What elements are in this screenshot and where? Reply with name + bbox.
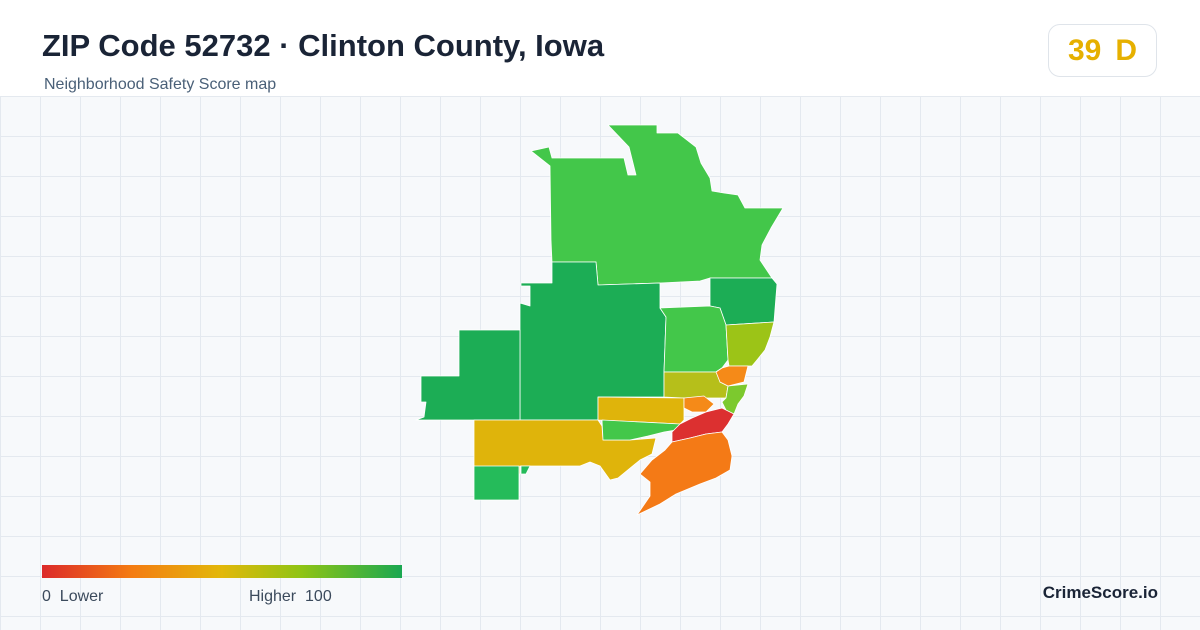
region-center-band-green[interactable] (601, 419, 681, 441)
region-east-lime[interactable] (725, 321, 775, 367)
region-east-mid-green[interactable] (659, 305, 729, 373)
safety-score-badge: 39 D (1048, 24, 1157, 77)
region-south-small-green[interactable] (473, 465, 531, 501)
page-title: ZIP Code 52732 · Clinton County, Iowa (42, 28, 605, 63)
legend-color-bar (42, 565, 402, 578)
header-band (0, 0, 1200, 96)
legend-high-label: Higher (249, 588, 297, 605)
region-west-large[interactable] (519, 261, 667, 421)
region-west-lobe[interactable] (415, 329, 521, 421)
legend-low: 0 Lower (42, 588, 103, 606)
region-center-yellow[interactable] (597, 396, 685, 425)
region-south-orange[interactable] (636, 431, 733, 516)
legend-low-label: Lower (59, 588, 104, 605)
legend-high-value: 100 (305, 588, 332, 605)
score-value: 39 (1067, 33, 1102, 67)
legend-high: Higher 100 (249, 588, 332, 606)
score-grade: D (1115, 33, 1138, 67)
region-north[interactable] (530, 124, 784, 286)
legend-low-value: 0 (42, 588, 51, 605)
page-subtitle: Neighborhood Safety Score map (44, 76, 277, 93)
brand-logo-text[interactable]: CrimeScore.io (1042, 583, 1158, 602)
